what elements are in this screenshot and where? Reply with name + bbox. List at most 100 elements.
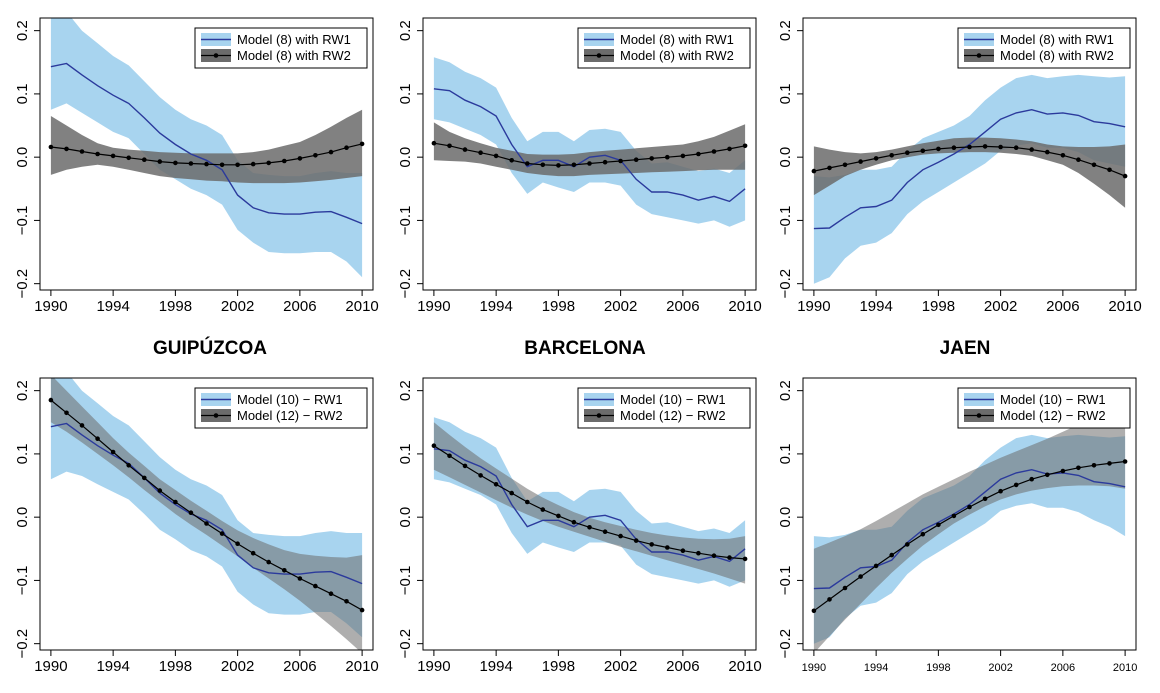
point-rw2 [1045, 149, 1050, 155]
x-tick-label: 2006 [283, 298, 316, 315]
point-rw2 [571, 519, 577, 525]
x-tick-label: 1998 [926, 662, 950, 674]
point-rw2 [873, 156, 879, 161]
x-tick-label: 1990 [417, 658, 450, 675]
y-tick-label: −0.1 [14, 206, 31, 236]
x-tick-label: 1994 [864, 662, 888, 674]
line-rw1 [50, 62, 363, 225]
point-rw2 [266, 160, 272, 166]
x-tick-label: 2002 [221, 658, 254, 675]
x-tick-label: 2002 [604, 658, 637, 675]
y-tick-label: 0.1 [777, 83, 794, 104]
x-tick-label: 1994 [96, 658, 129, 675]
point-rw2 [344, 599, 349, 604]
region-title-guipuzcoa: GUIPÚZCOA [153, 338, 267, 359]
point-rw2 [742, 143, 748, 149]
plot-frame [802, 377, 1137, 651]
point-rw2 [811, 168, 817, 174]
point-rw2 [493, 482, 499, 487]
legend-label: Model (8) with RW2 [1000, 48, 1114, 63]
y-tick-label: 0.1 [397, 83, 414, 104]
y-tick-label: 0.0 [777, 147, 794, 168]
point-rw2 [48, 397, 54, 403]
line-rw1 [813, 468, 1126, 590]
point-rw2 [359, 141, 365, 147]
x-tick-label: 2010 [345, 658, 378, 675]
point-rw2 [711, 553, 717, 558]
y-tick-label: 0.0 [397, 507, 414, 528]
x-tick-label: 2002 [988, 662, 1012, 674]
point-rw2 [936, 522, 941, 528]
point-rw2 [665, 545, 670, 550]
y-tick-label: −0.1 [14, 566, 31, 596]
point-rw2 [602, 159, 608, 165]
y-tick-label: −0.2 [777, 269, 794, 299]
band-rw2 [433, 422, 746, 584]
point-rw2 [447, 453, 452, 459]
point-rw2 [188, 510, 194, 515]
point-rw2 [680, 548, 686, 553]
point-rw2 [157, 488, 163, 493]
point-rw2 [1013, 145, 1019, 150]
x-tick-label: 1998 [542, 298, 575, 315]
point-rw2 [998, 144, 1003, 150]
x-tick-label: 1994 [479, 658, 512, 675]
point-rw2 [282, 158, 287, 164]
point-rw2 [1029, 147, 1034, 152]
point-rw2 [727, 146, 732, 152]
point-rw2 [110, 449, 116, 455]
y-tick-label: 0.1 [14, 83, 31, 104]
line-rw1 [813, 108, 1126, 230]
x-tick-label: 2010 [728, 298, 761, 315]
point-rw2 [204, 521, 209, 526]
point-rw2 [571, 162, 577, 168]
legend-label: Model (10) − RW1 [237, 392, 343, 407]
point-rw2 [219, 162, 225, 168]
x-tick-label: 2010 [345, 298, 378, 315]
point-rw2 [1122, 173, 1128, 179]
x-tick-label: 2010 [728, 658, 761, 675]
point-rw2 [1076, 157, 1081, 162]
band-rw1 [50, 18, 363, 278]
point-rw2 [79, 423, 85, 428]
point-rw2 [873, 563, 879, 569]
x-tick-label: 1998 [159, 298, 192, 315]
legend-label: Model (8) with RW1 [1000, 32, 1114, 47]
point-rw2 [478, 150, 483, 155]
plot-frame [422, 17, 757, 291]
panel-0-0: 1990 1994 1998 2002 2006 2010 −0.2 −0.1 0.0 0.1 0.… [14, 17, 379, 315]
y-tick-label: −0.1 [777, 566, 794, 596]
point-rw2 [858, 574, 863, 579]
y-tick-label: −0.1 [777, 206, 794, 236]
panel-1-0: 1990 1994 1998 2002 2006 2010 −0.2 −0.1 0.0 0.1 0.… [14, 377, 379, 675]
point-rw2 [204, 161, 209, 167]
point-rw2 [696, 550, 701, 556]
y-tick-label: 0.2 [777, 380, 794, 401]
point-rw2 [633, 538, 639, 543]
point-rw2 [509, 158, 514, 163]
point-rw2 [1045, 472, 1050, 478]
point-rw2 [982, 144, 988, 149]
legend-label: Model (12) − RW2 [620, 408, 726, 423]
x-tick-label: 2006 [1051, 662, 1075, 674]
y-tick-label: 0.0 [14, 147, 31, 168]
point-rw2 [998, 488, 1003, 494]
point-rw2 [462, 463, 468, 469]
point-rw2 [478, 473, 483, 478]
x-tick-label: 2010 [1108, 298, 1141, 315]
region-title-jaen: JAEN [939, 338, 991, 359]
point-rw2 [235, 541, 240, 546]
y-tick-label: 0.1 [777, 443, 794, 464]
legend-marker [976, 413, 982, 418]
point-rw2 [696, 151, 701, 157]
legend-marker [596, 413, 602, 418]
point-rw2 [64, 146, 69, 152]
point-rw2 [1013, 482, 1019, 488]
line-rw1 [433, 88, 746, 203]
point-rw2 [313, 153, 318, 158]
